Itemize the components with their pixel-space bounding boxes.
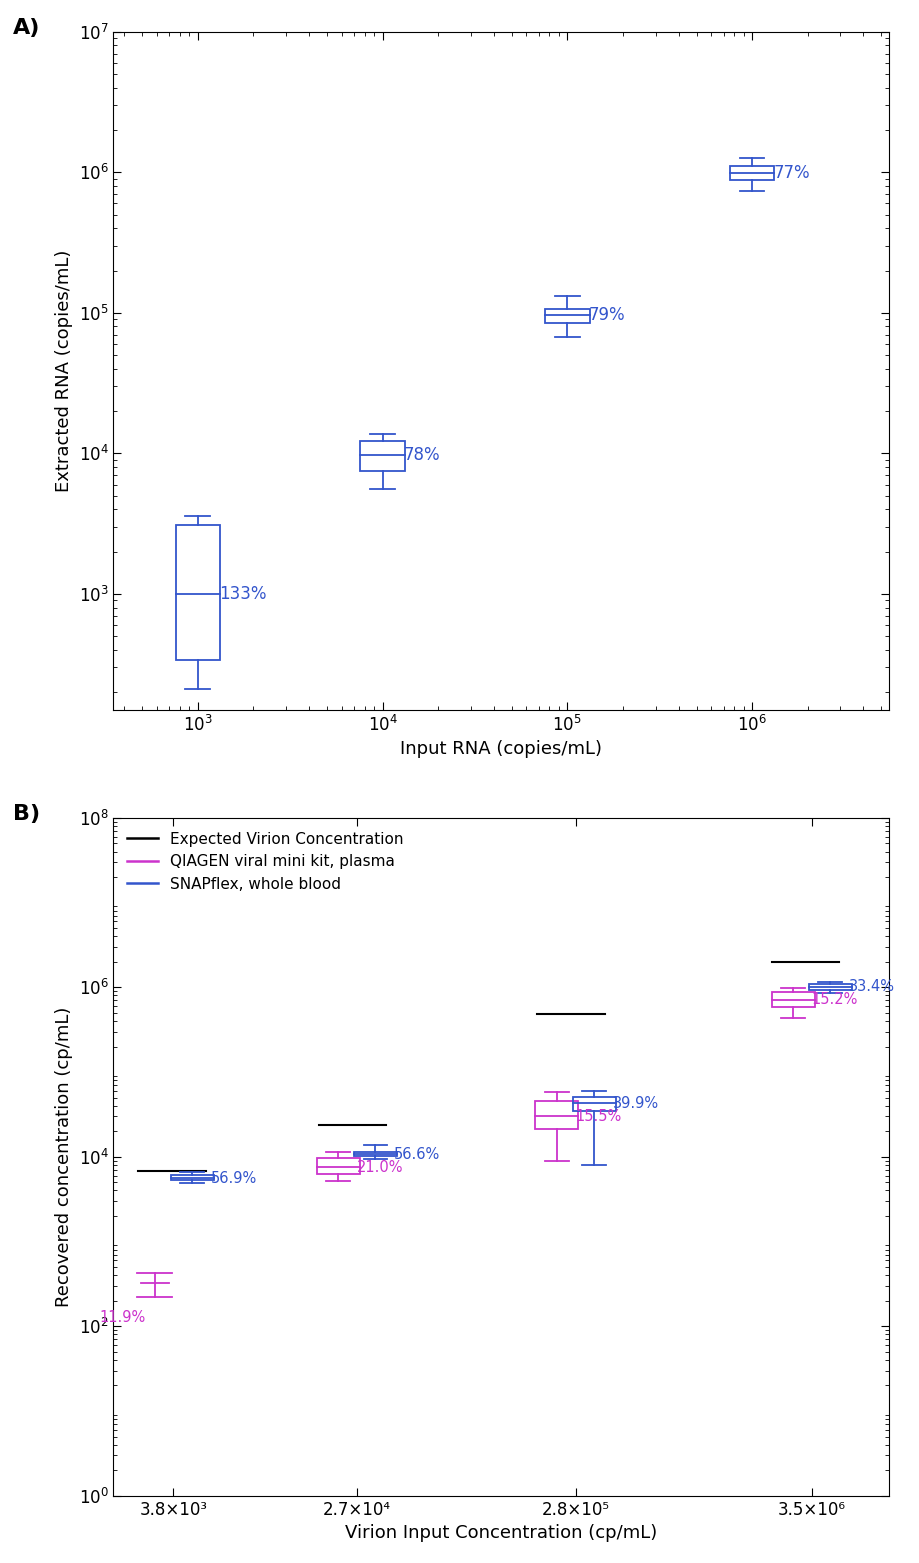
Bar [545,309,589,324]
Bar [171,1175,213,1180]
Text: 11.9%: 11.9% [99,1310,145,1325]
Text: 79%: 79% [588,306,625,325]
Legend: Expected Virion Concentration, QIAGEN viral mini kit, plasma, SNAPflex, whole bl: Expected Virion Concentration, QIAGEN vi… [121,825,410,897]
Text: 33.4%: 33.4% [849,978,895,994]
Bar [536,1100,578,1130]
Text: 77%: 77% [773,164,810,181]
Text: A): A) [13,19,40,38]
Bar [573,1097,616,1111]
Bar [176,525,220,660]
Bar [809,985,852,989]
Text: 15.5%: 15.5% [575,1108,622,1124]
Bar [772,993,814,1007]
Bar [730,167,775,180]
Text: 39.9%: 39.9% [613,1096,659,1111]
Bar [360,441,404,470]
Bar [354,1152,397,1157]
Bar [317,1158,359,1174]
Y-axis label: Extracted RNA (copies/mL): Extracted RNA (copies/mL) [55,250,73,492]
X-axis label: Virion Input Concentration (cp/mL): Virion Input Concentration (cp/mL) [346,1524,657,1543]
Text: B): B) [13,805,40,824]
Text: 133%: 133% [219,585,267,603]
Y-axis label: Recovered concentration (cp/mL): Recovered concentration (cp/mL) [55,1007,73,1307]
Text: 15.2%: 15.2% [811,993,858,1008]
Text: 78%: 78% [403,447,440,464]
X-axis label: Input RNA (copies/mL): Input RNA (copies/mL) [400,741,602,758]
Text: 56.6%: 56.6% [394,1147,440,1161]
Text: 56.9%: 56.9% [210,1171,257,1186]
Text: 21.0%: 21.0% [357,1160,403,1175]
